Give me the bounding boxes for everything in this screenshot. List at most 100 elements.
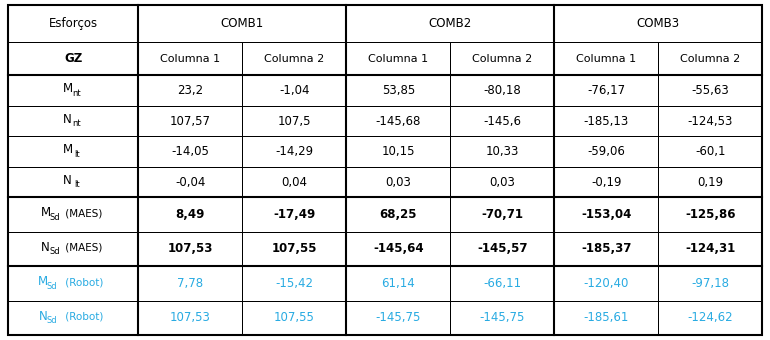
Bar	[243, 136, 346, 167]
Bar	[243, 75, 346, 106]
Bar	[8, 42, 139, 75]
Bar	[658, 75, 762, 106]
Bar	[243, 197, 346, 232]
Text: COMB2: COMB2	[429, 17, 472, 30]
Text: nt: nt	[72, 119, 81, 128]
Bar	[139, 266, 243, 301]
Text: -0,04: -0,04	[175, 175, 206, 189]
Bar	[658, 301, 762, 335]
Text: -60,1: -60,1	[695, 145, 725, 158]
Text: Columna 2: Columna 2	[680, 53, 741, 64]
Text: 107,5: 107,5	[278, 115, 311, 128]
Text: lt: lt	[74, 180, 79, 189]
Bar	[139, 75, 243, 106]
Bar	[450, 266, 554, 301]
Text: -145,64: -145,64	[373, 242, 424, 255]
Bar	[658, 106, 762, 136]
Bar	[8, 106, 139, 136]
Text: -17,49: -17,49	[273, 208, 316, 221]
Bar	[450, 197, 554, 232]
Bar	[658, 197, 762, 232]
Bar	[139, 301, 243, 335]
Text: COMB1: COMB1	[221, 17, 264, 30]
Bar	[554, 5, 762, 42]
Bar	[346, 232, 450, 266]
Text: -14,05: -14,05	[172, 145, 209, 158]
Text: 61,14: 61,14	[381, 277, 415, 290]
Text: -185,13: -185,13	[584, 115, 629, 128]
Text: Sd: Sd	[47, 316, 58, 325]
Text: N: N	[42, 241, 50, 254]
Text: -0,19: -0,19	[591, 175, 621, 189]
Bar	[658, 266, 762, 301]
Text: (MAES): (MAES)	[62, 208, 102, 219]
Text: -124,53: -124,53	[688, 115, 733, 128]
Text: -185,37: -185,37	[581, 242, 631, 255]
Text: COMB3: COMB3	[637, 17, 680, 30]
Text: -185,61: -185,61	[584, 311, 629, 324]
Text: 10,33: 10,33	[486, 145, 519, 158]
Bar	[243, 106, 346, 136]
Text: 107,55: 107,55	[272, 242, 317, 255]
Bar	[658, 167, 762, 197]
Bar	[554, 42, 658, 75]
Text: -145,68: -145,68	[376, 115, 421, 128]
Bar	[8, 266, 139, 301]
Text: -145,75: -145,75	[480, 311, 525, 324]
Bar	[8, 301, 139, 335]
Text: 53,85: 53,85	[382, 84, 415, 97]
Bar	[554, 301, 658, 335]
Text: 7,78: 7,78	[177, 277, 203, 290]
Bar	[139, 167, 243, 197]
Text: Columna 1: Columna 1	[576, 53, 636, 64]
Bar	[8, 232, 139, 266]
Text: 107,53: 107,53	[170, 311, 211, 324]
Bar	[554, 136, 658, 167]
Text: Columna 2: Columna 2	[472, 53, 532, 64]
Bar	[139, 232, 243, 266]
Text: 107,53: 107,53	[168, 242, 213, 255]
Text: -55,63: -55,63	[691, 84, 729, 97]
Bar	[450, 75, 554, 106]
Text: -124,31: -124,31	[685, 242, 735, 255]
Text: (MAES): (MAES)	[62, 243, 102, 253]
Text: M: M	[62, 143, 72, 156]
Bar	[139, 5, 346, 42]
Bar	[346, 197, 450, 232]
Bar	[346, 75, 450, 106]
Bar	[450, 167, 554, 197]
Bar	[346, 5, 554, 42]
Text: -59,06: -59,06	[588, 145, 625, 158]
Text: N: N	[38, 309, 48, 323]
Bar	[346, 301, 450, 335]
Text: 107,55: 107,55	[274, 311, 315, 324]
Bar	[243, 42, 346, 75]
Bar	[450, 232, 554, 266]
Bar	[8, 136, 139, 167]
Text: -97,18: -97,18	[691, 277, 729, 290]
Text: 23,2: 23,2	[177, 84, 203, 97]
Bar	[8, 167, 139, 197]
Text: -153,04: -153,04	[581, 208, 631, 221]
Text: -66,11: -66,11	[484, 277, 521, 290]
Bar	[243, 301, 346, 335]
Text: N: N	[63, 174, 72, 187]
Text: -145,75: -145,75	[376, 311, 421, 324]
Text: -145,6: -145,6	[484, 115, 521, 128]
Text: -125,86: -125,86	[685, 208, 735, 221]
Text: lt: lt	[74, 150, 79, 159]
Text: -76,17: -76,17	[588, 84, 625, 97]
Bar	[243, 266, 346, 301]
Bar	[554, 106, 658, 136]
Bar	[346, 266, 450, 301]
Bar	[346, 42, 450, 75]
Text: -80,18: -80,18	[484, 84, 521, 97]
Bar	[450, 106, 554, 136]
Bar	[658, 232, 762, 266]
Bar	[346, 136, 450, 167]
Text: nt: nt	[72, 89, 81, 98]
Text: 107,57: 107,57	[170, 115, 211, 128]
Text: Columna 1: Columna 1	[368, 53, 428, 64]
Bar	[139, 106, 243, 136]
Text: 8,49: 8,49	[176, 208, 205, 221]
